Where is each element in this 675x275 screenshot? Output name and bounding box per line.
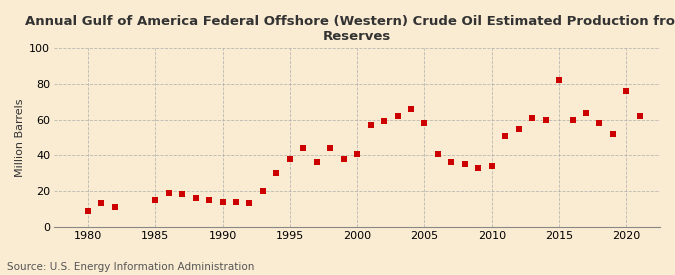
Point xyxy=(392,114,403,118)
Point xyxy=(513,126,524,131)
Point xyxy=(406,107,416,111)
Point xyxy=(96,201,107,206)
Point xyxy=(554,78,564,82)
Point xyxy=(177,192,188,197)
Point xyxy=(608,132,618,136)
Point xyxy=(298,146,308,150)
Point xyxy=(540,117,551,122)
Point xyxy=(204,198,215,202)
Point xyxy=(325,146,335,150)
Point xyxy=(567,117,578,122)
Point xyxy=(82,208,93,213)
Point xyxy=(352,151,362,156)
Title: Annual Gulf of America Federal Offshore (Western) Crude Oil Estimated Production: Annual Gulf of America Federal Offshore … xyxy=(25,15,675,43)
Point xyxy=(150,198,161,202)
Point xyxy=(460,162,470,166)
Point xyxy=(473,166,484,170)
Point xyxy=(526,116,537,120)
Point xyxy=(271,171,281,175)
Point xyxy=(190,196,201,200)
Point xyxy=(419,121,430,125)
Point xyxy=(231,199,242,204)
Point xyxy=(163,191,174,195)
Point xyxy=(446,160,457,165)
Point xyxy=(217,199,228,204)
Point xyxy=(43,224,53,228)
Point xyxy=(379,119,389,124)
Point xyxy=(311,160,322,165)
Text: Source: U.S. Energy Information Administration: Source: U.S. Energy Information Administ… xyxy=(7,262,254,272)
Point xyxy=(621,89,632,93)
Point xyxy=(594,121,605,125)
Point xyxy=(109,205,120,209)
Point xyxy=(500,133,510,138)
Y-axis label: Million Barrels: Million Barrels xyxy=(15,98,25,177)
Point xyxy=(634,114,645,118)
Point xyxy=(580,110,591,115)
Point xyxy=(284,157,295,161)
Point xyxy=(433,151,443,156)
Point xyxy=(487,164,497,168)
Point xyxy=(365,123,376,127)
Point xyxy=(244,201,255,206)
Point xyxy=(258,189,269,193)
Point xyxy=(338,157,349,161)
